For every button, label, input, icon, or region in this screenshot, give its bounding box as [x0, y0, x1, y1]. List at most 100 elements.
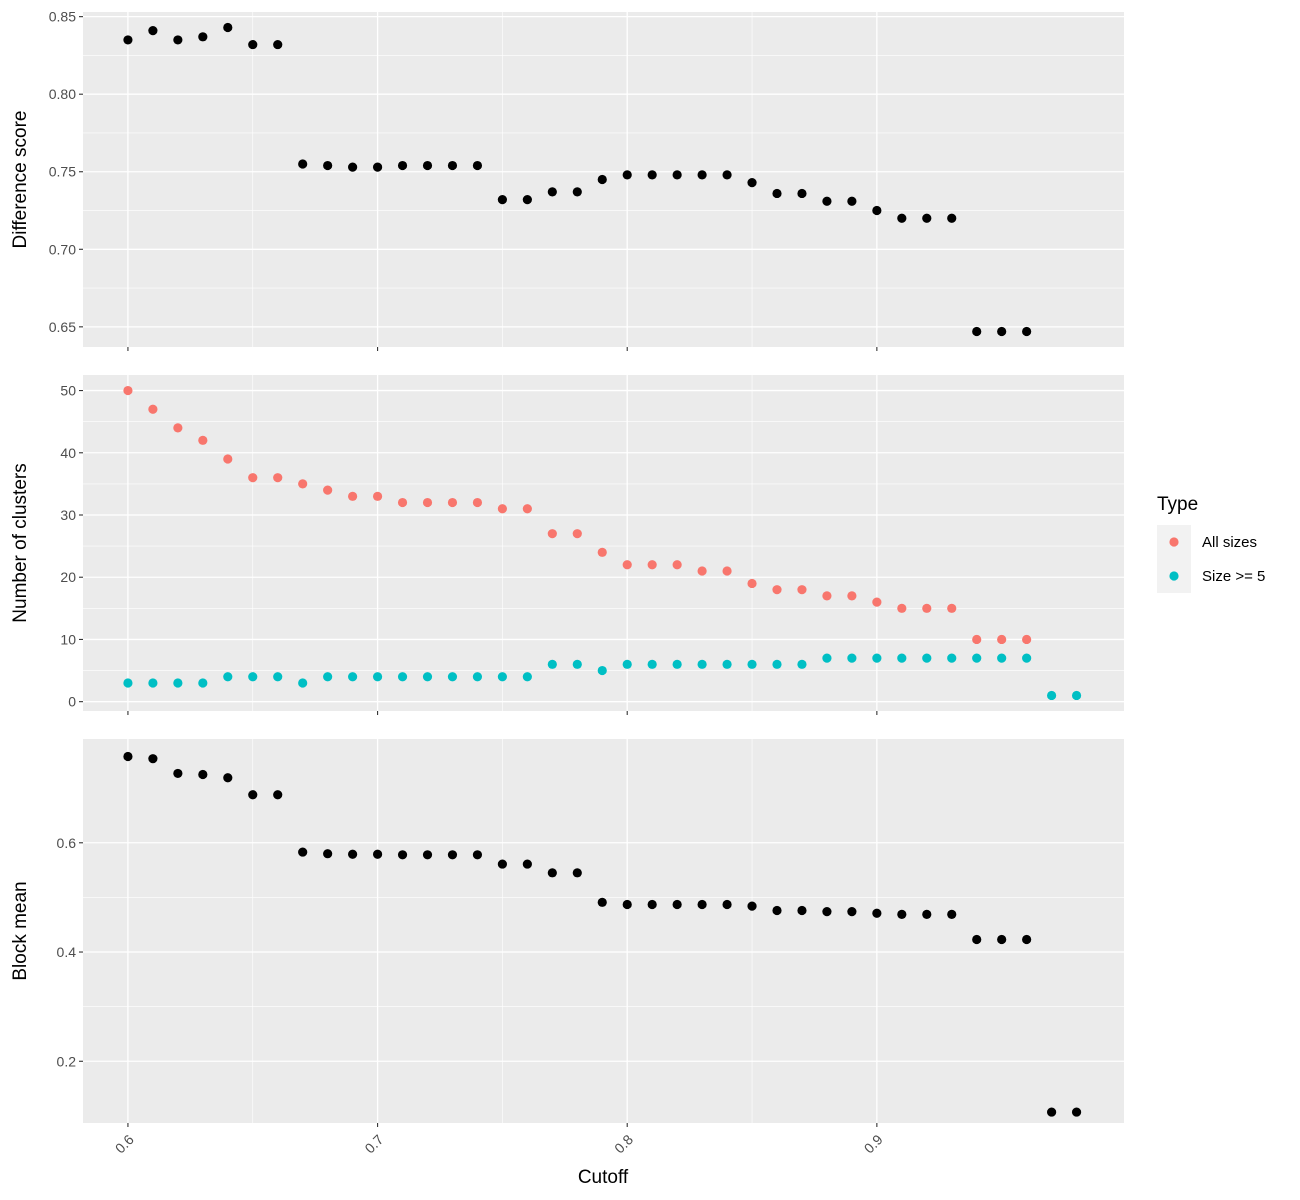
- data-point: [1022, 934, 1032, 945]
- data-point: [772, 585, 782, 595]
- y-tick-label: 40: [60, 445, 76, 461]
- data-point: [697, 659, 707, 669]
- data-point: [323, 849, 333, 859]
- data-point: [372, 162, 383, 172]
- data-point: [722, 566, 732, 576]
- legend-key-marker: [1169, 571, 1179, 581]
- data-point: [173, 768, 183, 779]
- y-tick-label: 0.4: [57, 944, 77, 960]
- y-tick-label: 0.80: [49, 86, 76, 102]
- data-point: [797, 659, 807, 669]
- data-point: [497, 504, 507, 514]
- data-point: [997, 653, 1007, 663]
- data-point: [847, 196, 857, 206]
- data-point: [148, 678, 158, 688]
- data-point: [372, 672, 383, 682]
- data-point: [148, 26, 158, 36]
- legend-label: Size >= 5: [1202, 568, 1265, 585]
- data-point: [447, 497, 458, 508]
- data-point: [248, 672, 258, 682]
- data-point: [323, 672, 333, 682]
- data-point: [123, 385, 133, 396]
- data-point: [547, 659, 557, 669]
- data-point: [772, 659, 782, 669]
- data-point: [897, 909, 907, 919]
- data-point: [847, 653, 857, 663]
- x-tick-label: 0.9: [861, 1131, 886, 1156]
- data-point: [697, 170, 707, 180]
- data-point: [797, 585, 807, 595]
- data-point: [747, 901, 757, 911]
- data-point: [123, 678, 133, 688]
- data-point: [572, 868, 582, 878]
- data-point: [148, 404, 158, 414]
- data-point: [597, 174, 607, 185]
- data-point: [422, 672, 433, 682]
- legend-key-marker: [1169, 537, 1179, 547]
- data-point: [572, 659, 582, 669]
- x-axis-title: Cutoff: [578, 1167, 629, 1188]
- data-point: [747, 578, 757, 589]
- data-point: [822, 196, 832, 206]
- data-point: [797, 905, 807, 916]
- data-point: [348, 162, 358, 172]
- data-point: [672, 560, 682, 570]
- data-point: [672, 899, 682, 910]
- data-point: [772, 905, 782, 916]
- data-point: [497, 195, 507, 205]
- data-point: [1071, 690, 1082, 701]
- data-point: [173, 35, 183, 45]
- y-tick-label: 30: [60, 507, 76, 523]
- data-point: [298, 847, 308, 857]
- legend: Type All sizes Size >= 5: [1157, 494, 1265, 593]
- data-point: [223, 773, 233, 783]
- y-axis-title: Difference score: [10, 111, 31, 249]
- data-point: [697, 899, 707, 910]
- data-point: [822, 591, 832, 601]
- data-point: [397, 160, 408, 171]
- data-point: [747, 178, 757, 188]
- y-tick-label: 0.6: [57, 835, 77, 851]
- data-point: [298, 479, 308, 489]
- y-tick-label: 0.2: [57, 1053, 77, 1069]
- data-point: [298, 678, 308, 688]
- panel-background: [83, 375, 1124, 711]
- panel-2: 0 10 20 30 40 50 Number of clusters: [10, 375, 1124, 715]
- data-point: [672, 170, 682, 180]
- data-point: [348, 491, 358, 501]
- data-point: [872, 653, 882, 663]
- data-point: [422, 160, 433, 171]
- data-point: [472, 160, 483, 171]
- data-point: [572, 529, 582, 539]
- panel-1: 0.65 0.70 0.75 0.80 0.85 Difference score: [10, 9, 1124, 351]
- data-point: [397, 497, 408, 508]
- data-point: [722, 659, 732, 669]
- data-point: [447, 672, 458, 682]
- data-point: [198, 435, 208, 445]
- data-point: [922, 213, 932, 223]
- data-point: [1022, 326, 1032, 337]
- data-point: [1071, 1107, 1082, 1117]
- data-point: [872, 908, 882, 918]
- data-point: [1022, 634, 1032, 645]
- data-point: [273, 672, 283, 682]
- y-tick-label: 10: [60, 631, 76, 647]
- data-point: [822, 653, 832, 663]
- y-tick-label: 0.65: [49, 319, 76, 335]
- data-point: [897, 653, 907, 663]
- x-tick-label: 0.6: [112, 1131, 137, 1156]
- data-point: [422, 497, 433, 508]
- data-point: [522, 504, 532, 514]
- data-point: [972, 634, 982, 645]
- data-point: [323, 160, 333, 171]
- data-point: [223, 672, 233, 682]
- data-point: [1047, 1107, 1057, 1117]
- data-point: [522, 195, 532, 205]
- legend-label: All sizes: [1202, 534, 1257, 551]
- data-point: [597, 897, 607, 907]
- data-point: [997, 326, 1007, 337]
- data-point: [547, 868, 557, 878]
- data-point: [323, 485, 333, 495]
- data-point: [547, 187, 557, 197]
- data-point: [822, 907, 832, 917]
